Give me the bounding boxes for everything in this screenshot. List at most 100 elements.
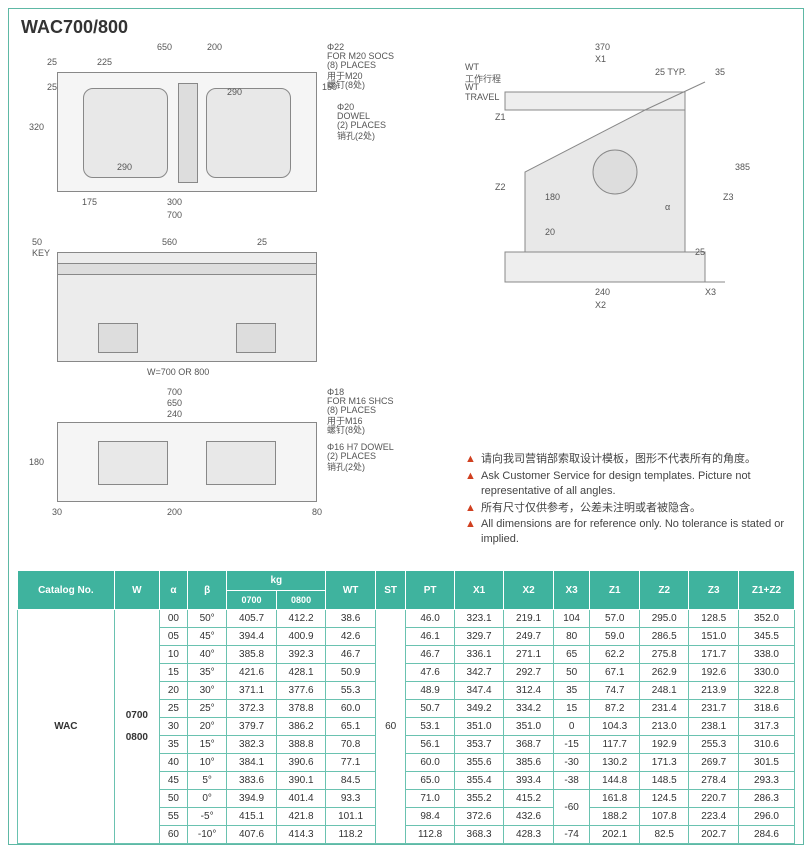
cell: 192.9: [639, 736, 689, 754]
dim-label: 700: [167, 387, 182, 397]
dim-label: 25: [257, 237, 267, 247]
bottom-view-slot: [206, 441, 276, 485]
dim-label: 290: [227, 87, 242, 97]
cell: 219.1: [504, 610, 554, 628]
dim-label: 销孔(2处): [337, 129, 375, 142]
dim-label: 螺钉(8处): [327, 78, 365, 91]
dim-label: 销孔(2处): [327, 460, 365, 473]
cell: 87.2: [590, 700, 640, 718]
cell: 286.5: [639, 628, 689, 646]
cell: 65.1: [326, 718, 376, 736]
dim-label: 螺钉(8处): [327, 423, 365, 436]
cell: -5°: [187, 808, 226, 826]
cell: 355.6: [454, 754, 504, 772]
cell: 50: [159, 790, 187, 808]
cell: 329.7: [454, 628, 504, 646]
cell: 62.2: [590, 646, 640, 664]
cell: 57.0: [590, 610, 640, 628]
cell: 112.8: [406, 826, 454, 844]
cell: 293.3: [738, 772, 794, 790]
cell: 20°: [187, 718, 226, 736]
th-kg: kg: [227, 571, 326, 591]
table-body: WAC070008000050°405.7412.238.66046.0323.…: [18, 610, 795, 844]
cell: 336.1: [454, 646, 504, 664]
th-pt: PT: [406, 571, 454, 610]
cell: 71.0: [406, 790, 454, 808]
cell: 352.0: [738, 610, 794, 628]
cell: 312.4: [504, 682, 554, 700]
cell: 378.8: [276, 700, 326, 718]
cell: 394.4: [227, 628, 277, 646]
cell: 330.0: [738, 664, 794, 682]
dim-label: 180: [29, 457, 44, 467]
cell: 407.6: [227, 826, 277, 844]
dim-label: 35: [715, 67, 725, 77]
cell: 35: [159, 736, 187, 754]
cell: 0°: [187, 790, 226, 808]
table-row: WAC070008000050°405.7412.238.66046.0323.…: [18, 610, 795, 628]
cell: 15°: [187, 736, 226, 754]
dim-label: 240: [167, 409, 182, 419]
cell: 342.7: [454, 664, 504, 682]
cell: 269.7: [689, 754, 739, 772]
cell: 10: [159, 646, 187, 664]
cell: 60.0: [406, 754, 454, 772]
front-view-foot: [236, 323, 276, 353]
side-view-svg: [465, 52, 765, 312]
cell: 128.5: [689, 610, 739, 628]
note-text: All dimensions are for reference only. N…: [481, 517, 785, 547]
note-row: ▲ 所有尺寸仅供参考，公差未注明或者被隐含。: [465, 501, 785, 516]
cell: 192.6: [689, 664, 739, 682]
cell: 202.1: [590, 826, 640, 844]
cell: 421.6: [227, 664, 277, 682]
cell: -74: [553, 826, 590, 844]
cell: 385.8: [227, 646, 277, 664]
cell: 379.7: [227, 718, 277, 736]
warning-icon: ▲: [465, 501, 477, 513]
th-w: W: [114, 571, 159, 610]
cell: -38: [553, 772, 590, 790]
dim-label: 320: [29, 122, 44, 132]
dim-label: 200: [207, 42, 222, 52]
cell: 144.8: [590, 772, 640, 790]
cell: 323.1: [454, 610, 504, 628]
cell: -60: [553, 790, 590, 826]
note-text: Ask Customer Service for design template…: [481, 469, 785, 499]
cell: 392.3: [276, 646, 326, 664]
cell: 188.2: [590, 808, 640, 826]
cell: 70.8: [326, 736, 376, 754]
note-text: 请向我司营销部索取设计模板，图形不代表所有的角度。: [481, 452, 756, 467]
cell: 15: [159, 664, 187, 682]
dim-label: 650: [167, 398, 182, 408]
dim-label: 700: [167, 210, 182, 220]
cell: 30°: [187, 682, 226, 700]
cell: 310.6: [738, 736, 794, 754]
cell: 93.3: [326, 790, 376, 808]
cell: 415.2: [504, 790, 554, 808]
dim-label: TRAVEL: [465, 92, 499, 102]
dim-label: 25: [47, 57, 57, 67]
dim-label: WT: [465, 62, 479, 72]
dim-label: 25: [695, 247, 705, 257]
cell: 295.0: [639, 610, 689, 628]
warning-icon: ▲: [465, 469, 477, 481]
cell: 171.3: [639, 754, 689, 772]
note-row: ▲ Ask Customer Service for design templa…: [465, 469, 785, 499]
cell: -30: [553, 754, 590, 772]
cell: 151.0: [689, 628, 739, 646]
dim-label: X1: [595, 54, 606, 64]
cell: 104: [553, 610, 590, 628]
dim-label: WT: [465, 82, 479, 92]
cell: 60: [159, 826, 187, 844]
cell: 59.0: [590, 628, 640, 646]
cell: 42.6: [326, 628, 376, 646]
cell: 368.7: [504, 736, 554, 754]
cell: 98.4: [406, 808, 454, 826]
top-view-center: [178, 83, 198, 183]
cell: 428.1: [276, 664, 326, 682]
dim-label: X3: [705, 287, 716, 297]
cell: 50: [553, 664, 590, 682]
cell-catalog: WAC: [18, 610, 115, 844]
dim-label: 300: [167, 197, 182, 207]
page-title: WAC700/800: [21, 17, 795, 38]
